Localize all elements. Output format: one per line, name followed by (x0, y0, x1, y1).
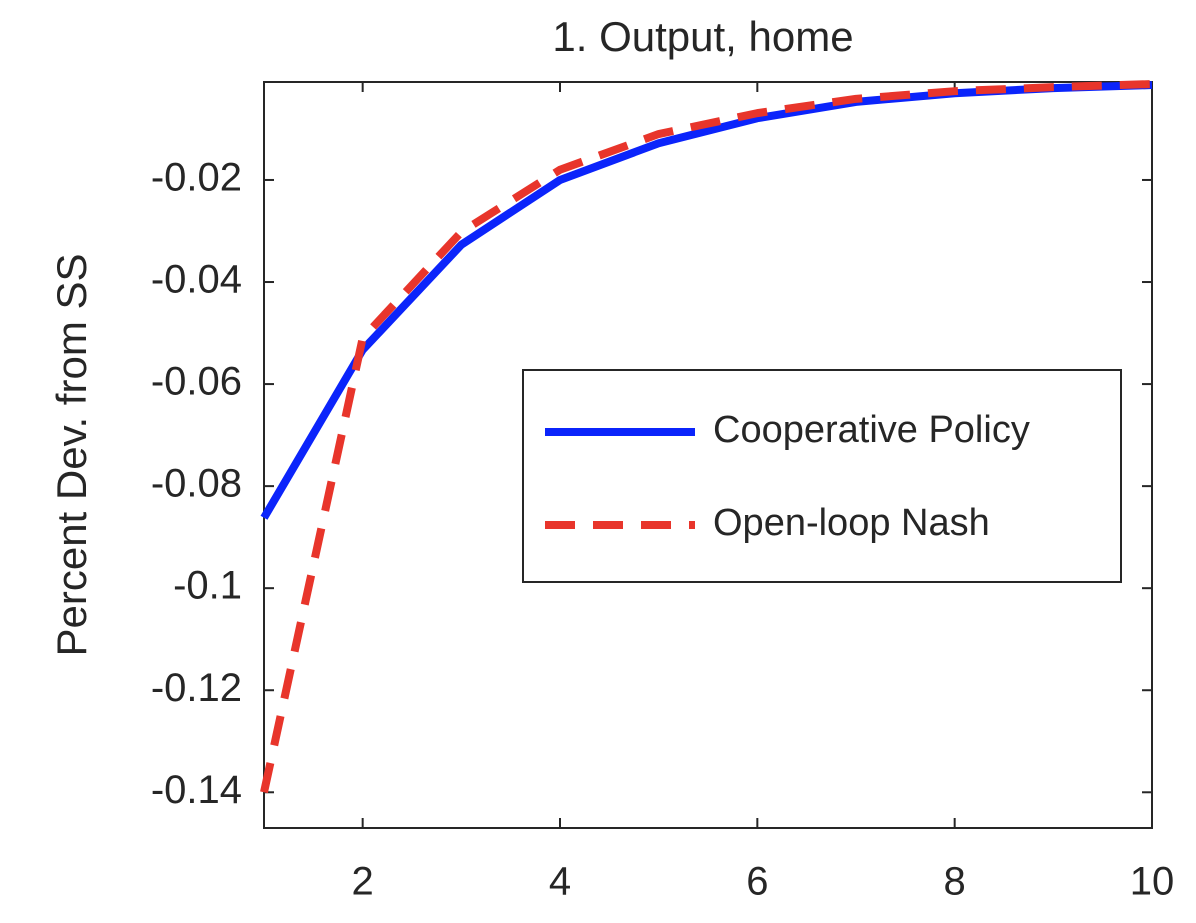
y-tick-label: -0.08 (151, 462, 242, 506)
series-line (260, 80, 1153, 794)
chart-title: 1. Output, home (552, 13, 853, 60)
x-tick-label: 10 (1130, 860, 1175, 904)
y-tick-label: -0.1 (173, 564, 242, 608)
x-tick-label: 2 (352, 860, 374, 904)
y-tick-label: -0.14 (151, 768, 242, 812)
legend-box (522, 369, 1122, 583)
x-tick-label: 6 (746, 860, 768, 904)
plot-frame (263, 81, 1153, 829)
y-tick-label: -0.06 (151, 360, 242, 404)
y-tick-label: -0.02 (151, 156, 242, 200)
x-tick-label: 8 (944, 860, 966, 904)
x-tick-label: 4 (549, 860, 571, 904)
y-tick-label: -0.04 (151, 258, 242, 302)
legend-label: Open-loop Nash (713, 502, 990, 544)
legend-label: Cooperative Policy (713, 409, 1030, 451)
y-axis-label: Percent Dev. from SS (48, 253, 95, 656)
y-tick-label: -0.12 (151, 666, 242, 710)
